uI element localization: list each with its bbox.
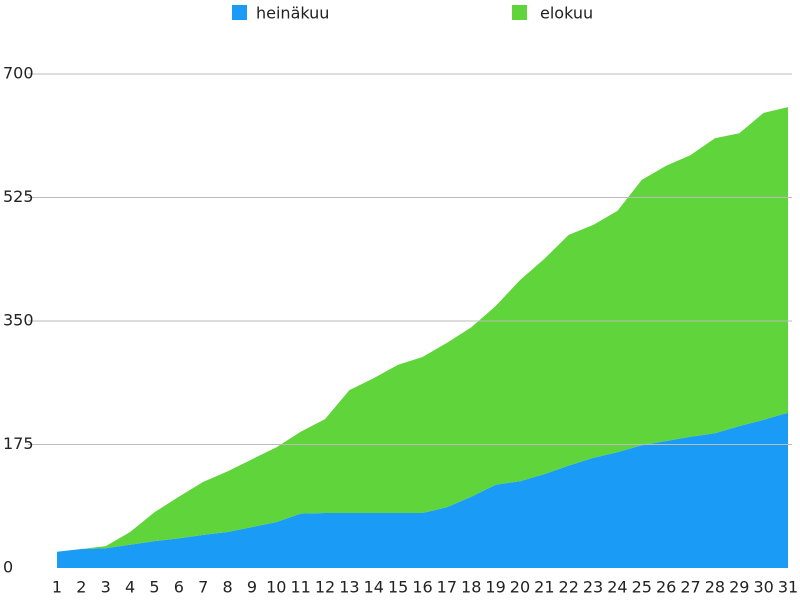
x-tick-label: 7 xyxy=(198,578,208,597)
x-tick-label: 24 xyxy=(607,578,627,597)
y-tick-label: 700 xyxy=(3,64,34,83)
x-tick-label: 14 xyxy=(364,578,384,597)
x-tick-label: 21 xyxy=(534,578,554,597)
x-tick-label: 13 xyxy=(339,578,359,597)
legend-swatch xyxy=(512,5,527,20)
areas xyxy=(57,107,788,568)
y-tick-label: 525 xyxy=(3,187,34,206)
area xyxy=(57,107,788,552)
area xyxy=(57,412,788,568)
x-tick-label: 31 xyxy=(778,578,798,597)
x-tick-label: 22 xyxy=(559,578,579,597)
x-tick-label: 11 xyxy=(290,578,310,597)
x-tick-label: 18 xyxy=(461,578,481,597)
x-tick-label: 17 xyxy=(437,578,457,597)
y-tick-label: 175 xyxy=(3,434,34,453)
legend-label: heinäkuu xyxy=(256,4,329,23)
x-tick-label: 19 xyxy=(485,578,505,597)
x-tick-label: 16 xyxy=(412,578,432,597)
x-tick-label: 26 xyxy=(656,578,676,597)
x-tick-label: 2 xyxy=(76,578,86,597)
x-tick-label: 9 xyxy=(247,578,257,597)
x-tick-label: 6 xyxy=(174,578,184,597)
x-tick-label: 30 xyxy=(753,578,773,597)
x-tick-label: 8 xyxy=(222,578,232,597)
x-tick-label: 29 xyxy=(729,578,749,597)
legend-item: elokuu xyxy=(512,4,593,23)
y-tick-label: 0 xyxy=(3,558,13,577)
x-tick-label: 15 xyxy=(388,578,408,597)
legend-label: elokuu xyxy=(540,4,593,23)
x-tick-label: 25 xyxy=(632,578,652,597)
x-tick-label: 10 xyxy=(266,578,286,597)
legend-item: heinäkuu xyxy=(232,4,329,23)
y-tick-label: 350 xyxy=(3,311,34,330)
x-tick-label: 20 xyxy=(510,578,530,597)
x-tick-label: 23 xyxy=(583,578,603,597)
x-tick-label: 3 xyxy=(101,578,111,597)
x-tick-label: 12 xyxy=(315,578,335,597)
x-tick-label: 28 xyxy=(705,578,725,597)
legend-swatch xyxy=(232,5,247,20)
x-tick-label: 4 xyxy=(125,578,135,597)
x-tick-label: 27 xyxy=(680,578,700,597)
x-tick-label: 5 xyxy=(149,578,159,597)
x-tick-label: 1 xyxy=(52,578,62,597)
